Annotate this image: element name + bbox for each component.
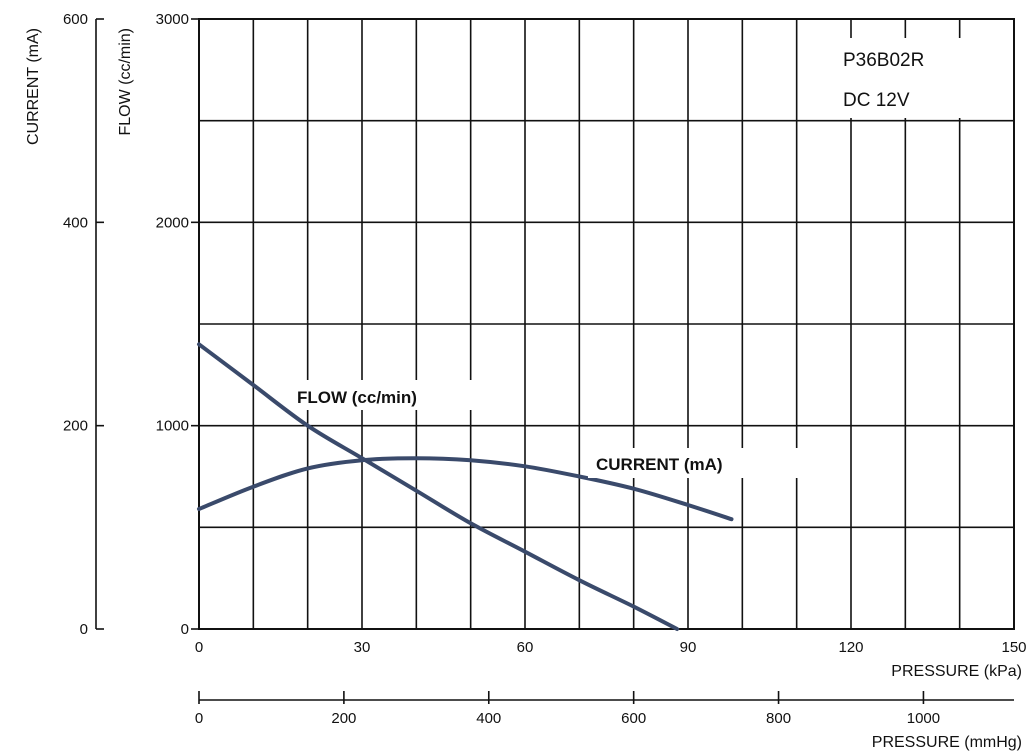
flow-curve bbox=[197, 342, 680, 631]
flow-label-background bbox=[290, 380, 490, 410]
grid bbox=[199, 19, 1014, 629]
current-curve bbox=[197, 456, 734, 522]
current-tick-label: 400 bbox=[63, 214, 88, 231]
current-axis-title: CURRENT (mA) bbox=[25, 28, 42, 145]
kpa-tick-label: 0 bbox=[195, 639, 203, 656]
model-label-background bbox=[832, 38, 972, 118]
pressure-kpa-axis: 0 30 60 90 120 150 bbox=[195, 639, 1027, 656]
mmhg-tick-label: 800 bbox=[766, 710, 791, 727]
flow-tick-label: 0 bbox=[181, 621, 189, 638]
kpa-tick-label: 90 bbox=[680, 639, 697, 656]
current-curve-label: CURRENT (mA) bbox=[596, 455, 723, 474]
current-axis: 0 200 400 600 bbox=[63, 11, 104, 638]
mmhg-tick-label: 600 bbox=[621, 710, 646, 727]
current-tick-label: 600 bbox=[63, 11, 88, 28]
current-label-background bbox=[588, 448, 798, 478]
plot-frame bbox=[198, 18, 1015, 630]
pressure-kpa-title: PRESSURE (kPa) bbox=[891, 663, 1022, 680]
pressure-mmhg-title: PRESSURE (mmHg) bbox=[872, 734, 1022, 751]
pressure-mmhg-axis: 0 200 400 600 800 1000 bbox=[195, 691, 1014, 727]
kpa-tick-label: 60 bbox=[517, 639, 534, 656]
current-tick-label: 200 bbox=[63, 418, 88, 435]
current-tick-label: 0 bbox=[80, 621, 88, 638]
voltage-label: DC 12V bbox=[843, 90, 910, 111]
flow-axis: 0 1000 2000 3000 bbox=[156, 11, 199, 638]
flow-curve-label: FLOW (cc/min) bbox=[297, 388, 417, 407]
model-label: P36B02R bbox=[843, 50, 924, 71]
mmhg-tick-label: 0 bbox=[195, 710, 203, 727]
series bbox=[197, 342, 734, 631]
mmhg-tick-label: 400 bbox=[476, 710, 501, 727]
mmhg-tick-label: 1000 bbox=[907, 710, 940, 727]
kpa-tick-label: 30 bbox=[354, 639, 371, 656]
kpa-tick-label: 120 bbox=[838, 639, 863, 656]
flow-axis-title: FLOW (cc/min) bbox=[117, 28, 134, 136]
flow-tick-label: 1000 bbox=[156, 418, 189, 435]
kpa-tick-label: 150 bbox=[1001, 639, 1026, 656]
flow-tick-label: 2000 bbox=[156, 214, 189, 231]
mmhg-tick-label: 200 bbox=[331, 710, 356, 727]
flow-tick-label: 3000 bbox=[156, 11, 189, 28]
